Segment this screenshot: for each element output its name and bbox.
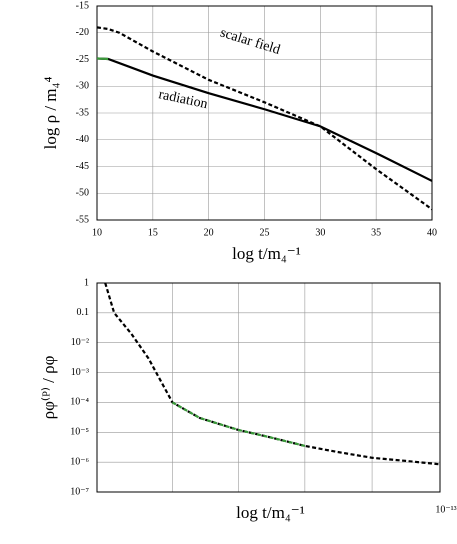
data-line: [96, 26, 433, 211]
plot-frame: [96, 5, 433, 221]
y-tick-label: -40: [76, 134, 89, 145]
x-axis-label: log t/m₄⁻¹: [232, 244, 301, 263]
x-tick-label: 40: [427, 227, 437, 238]
x-axis-note: 10⁻¹³: [435, 504, 456, 515]
x-tick-label: 15: [148, 227, 158, 238]
y-tick-label: 0.1: [77, 307, 90, 318]
y-axis-label: ρφ⁽ᴾ⁾ / ρφ: [39, 355, 58, 419]
y-tick-label: 10⁻⁴: [70, 397, 89, 408]
y-tick-label: 10⁻³: [71, 367, 89, 378]
data-line: [96, 57, 433, 182]
data-line: [171, 401, 306, 447]
y-tick-label: -45: [76, 161, 89, 172]
data-line: [96, 57, 109, 61]
x-axis-label: log t/m₄⁻¹: [236, 503, 305, 522]
x-tick-label: 10: [92, 227, 102, 238]
x-tick-label: 20: [204, 227, 214, 238]
y-tick-label: 10⁻²: [71, 337, 89, 348]
x-tick-label: 35: [371, 227, 381, 238]
y-tick-label: 1: [84, 277, 89, 288]
y-tick-label: -25: [76, 54, 89, 65]
series-label: scalar field: [218, 26, 281, 58]
y-axis-label: log ρ / m₄⁴: [41, 77, 60, 150]
y-tick-label: 10⁻⁶: [70, 456, 89, 467]
x-tick-label: 30: [315, 227, 325, 238]
y-tick-label: -15: [76, 0, 89, 11]
plot-frame: [96, 282, 441, 493]
y-tick-label: -35: [76, 107, 89, 118]
y-tick-label: -20: [76, 27, 89, 38]
x-tick-label: 25: [260, 227, 270, 238]
y-tick-label: 10⁻⁵: [70, 427, 89, 438]
y-tick-label: -50: [76, 188, 89, 199]
y-tick-label: 10⁻⁷: [70, 486, 89, 497]
y-tick-label: -55: [76, 214, 89, 225]
y-tick-label: -30: [76, 81, 89, 92]
